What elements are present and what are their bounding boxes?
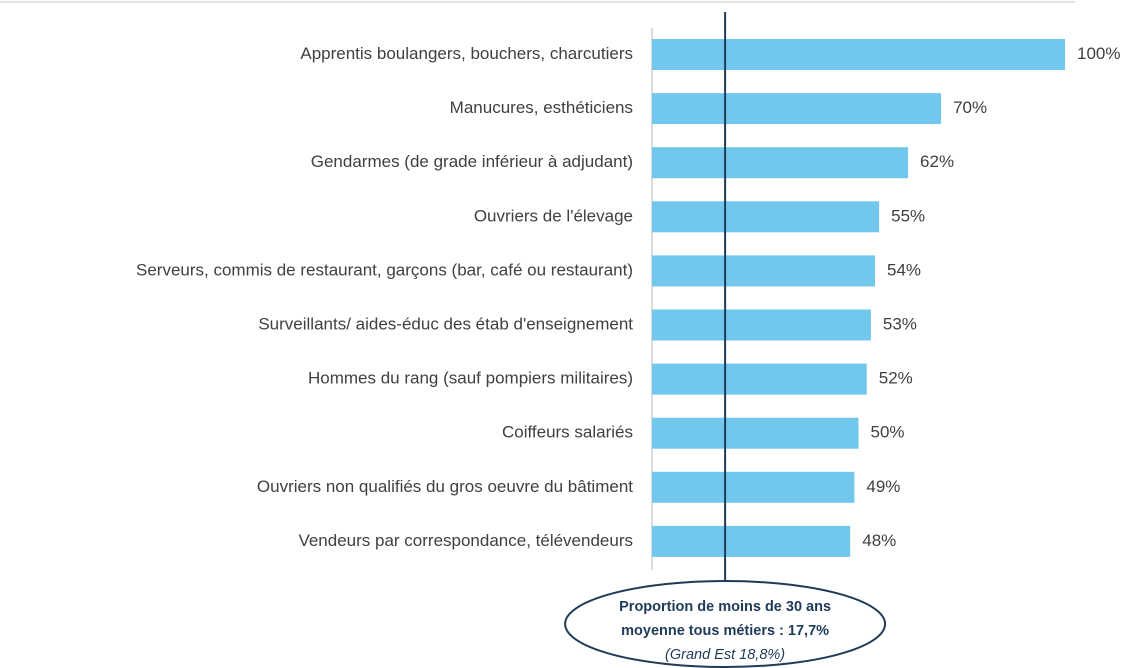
bar — [652, 363, 867, 395]
category-label: Ouvriers non qualifiés du gros oeuvre du… — [257, 477, 633, 496]
value-label: 52% — [879, 369, 913, 388]
annotation-ellipse — [564, 580, 887, 668]
bar — [652, 255, 876, 287]
bar — [652, 417, 859, 449]
value-label: 62% — [920, 152, 954, 171]
value-label: 50% — [871, 423, 905, 442]
category-label: Coiffeurs salariés — [502, 423, 633, 442]
category-label: Ouvriers de l'élevage — [474, 206, 633, 225]
bar — [652, 525, 851, 557]
value-label: 48% — [862, 531, 896, 550]
value-label: 53% — [883, 314, 917, 333]
bar — [652, 39, 1065, 70]
annotation-text: moyenne tous métiers : 17,7% — [621, 623, 829, 639]
bar — [652, 147, 909, 179]
bar — [652, 201, 880, 233]
value-label: 49% — [866, 477, 900, 496]
category-label: Serveurs, commis de restaurant, garçons … — [136, 260, 633, 279]
value-label: 100% — [1077, 44, 1120, 63]
category-label: Manucures, esthéticiens — [450, 98, 633, 117]
value-label: 70% — [953, 98, 987, 117]
annotation-text: (Grand Est 18,8%) — [665, 647, 785, 663]
bar — [652, 309, 871, 341]
category-label: Apprentis boulangers, bouchers, charcuti… — [300, 44, 633, 63]
category-label: Hommes du rang (sauf pompiers militaires… — [308, 369, 633, 388]
value-label: 54% — [887, 260, 921, 279]
category-label: Gendarmes (de grade inférieur à adjudant… — [311, 152, 633, 171]
bar — [652, 471, 855, 503]
bar — [652, 93, 942, 125]
category-label: Surveillants/ aides-éduc des étab d'ense… — [258, 314, 633, 333]
category-label: Vendeurs par correspondance, télévendeur… — [298, 531, 633, 550]
value-label: 55% — [891, 206, 925, 225]
annotation-text: Proportion de moins de 30 ans — [619, 599, 831, 615]
